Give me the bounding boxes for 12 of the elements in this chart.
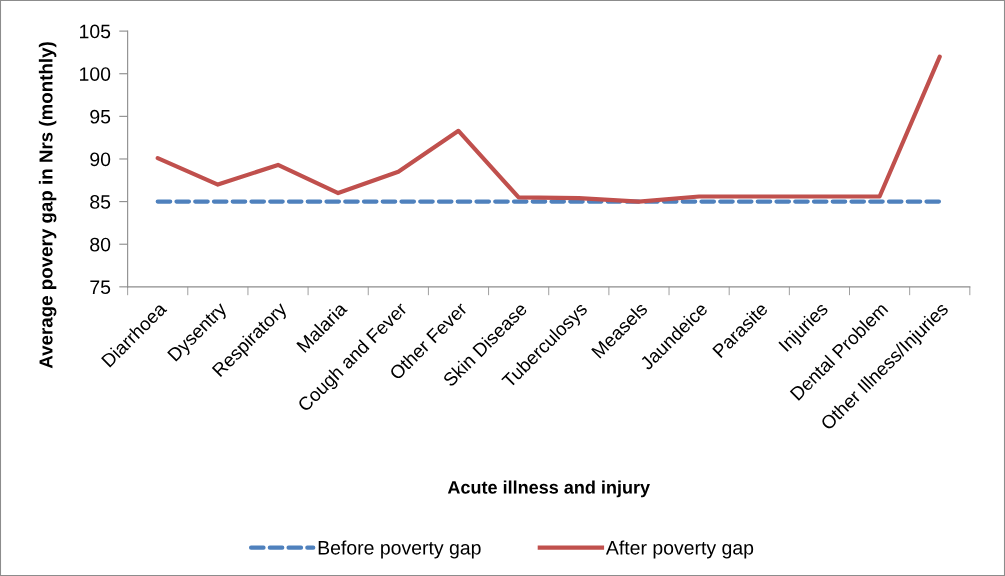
- y-tick-label: 95: [90, 109, 111, 124]
- legend-label: After poverty gap: [605, 540, 754, 559]
- y-axis-title: Average povery gap in Nrs (monthly): [38, 42, 57, 369]
- y-tick-label: 80: [90, 237, 111, 252]
- y-tick-label: 75: [90, 280, 111, 295]
- y-tick-label: 105: [80, 24, 111, 39]
- legend-label: Before poverty gap: [318, 540, 481, 559]
- y-tick-label: 85: [90, 195, 111, 209]
- line-series: [155, 54, 942, 204]
- x-axis-title: Acute illness and injury: [447, 480, 650, 498]
- y-tick-label: 100: [80, 67, 111, 81]
- y-tick-label: 90: [90, 152, 111, 167]
